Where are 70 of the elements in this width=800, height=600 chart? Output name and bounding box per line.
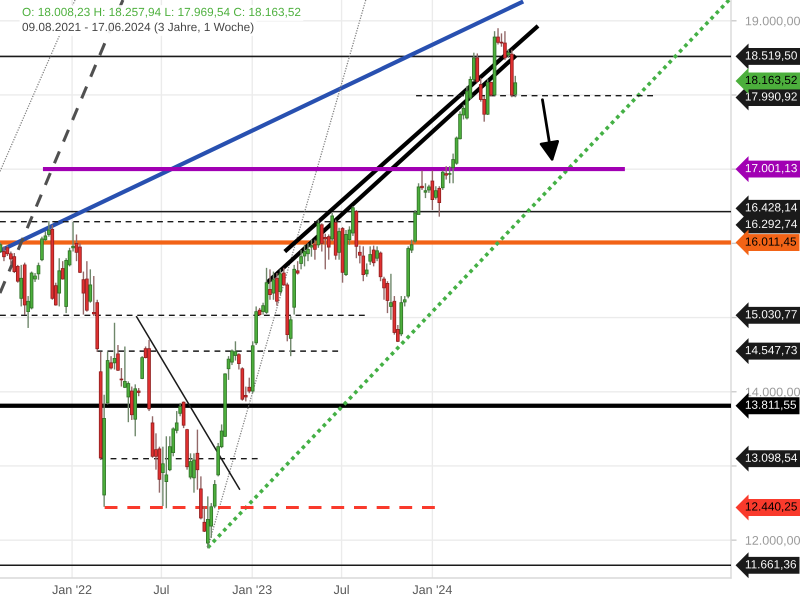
candlestick	[278, 268, 282, 296]
candlestick	[434, 186, 438, 200]
y-tick-label: 19.000,00	[746, 16, 800, 27]
text: O: 18.008,23 H: 18.257,94 L: 17.969,54 C: 18.163,52	[22, 8, 300, 18]
candlestick	[188, 452, 192, 480]
candlestick	[310, 238, 314, 258]
x-tick-label: Jul	[334, 584, 349, 594]
ref-line-label: 16.428,14	[746, 203, 798, 213]
candlestick	[514, 75, 518, 98]
candlestick	[234, 340, 238, 362]
text: 14.547,73	[746, 346, 797, 356]
text: 09.08.2021 - 17.06.2024 (3 Jahre, 1 Woche)	[22, 22, 254, 34]
x-tick-label: Jan '22	[52, 585, 92, 594]
candlestick	[430, 170, 434, 211]
candlestick	[389, 273, 393, 320]
candlestick	[424, 182, 428, 199]
candlestick	[109, 355, 113, 370]
candlestick	[489, 80, 493, 98]
candlestick	[496, 28, 500, 46]
candlestick	[299, 249, 303, 270]
candlestick	[47, 220, 51, 238]
candlestick	[288, 315, 293, 357]
candlestick	[182, 400, 186, 429]
candlestick	[372, 244, 376, 268]
y-tick-label: 14.000,00	[746, 388, 800, 398]
ref-line-label: 13.811,55	[746, 400, 796, 410]
candlestick	[19, 264, 24, 308]
candlestick	[192, 452, 196, 494]
candlestick	[296, 260, 300, 276]
candlestick	[275, 272, 279, 306]
text: 16.292,74	[746, 220, 798, 230]
candlestick	[440, 170, 445, 191]
candlestick	[437, 186, 442, 218]
ref-line-label: 16.011,45	[746, 237, 796, 248]
ref-line-label: 11.661,36	[746, 560, 796, 570]
candlestick	[140, 355, 144, 380]
candlestick	[386, 280, 390, 314]
text: 12.440,25	[746, 502, 797, 512]
candlestick	[36, 262, 40, 280]
candlestick	[375, 246, 379, 262]
x-tick-label: Jan '23	[232, 585, 272, 594]
candlestick	[40, 236, 44, 262]
text: 13.098,54	[746, 453, 798, 464]
candlestick	[268, 268, 272, 300]
text: 17.990,92	[746, 92, 797, 102]
candlestick	[88, 268, 92, 304]
ref-line-label: 18.519,50	[746, 51, 797, 61]
candlestick	[364, 262, 369, 278]
candlestick	[420, 170, 424, 191]
candlestick	[2, 246, 6, 262]
y-tick-label: 12.000,00	[746, 536, 800, 546]
candlestick	[302, 244, 306, 268]
candlestick	[272, 270, 276, 300]
candlestick	[368, 246, 372, 266]
candlestick	[313, 238, 317, 260]
candlestick	[361, 246, 366, 282]
candlestick	[164, 436, 168, 509]
x-tick-label: Jul	[154, 584, 169, 594]
x-tick-label: Jan '24	[412, 585, 452, 594]
text: 15.030,77	[746, 310, 797, 320]
candlestick	[112, 322, 116, 370]
candlestick	[57, 258, 62, 308]
text: 17.001,13	[746, 164, 797, 174]
candlestick	[130, 386, 134, 421]
candlestick	[444, 166, 448, 180]
text: 18.163,52	[746, 76, 797, 86]
candlestick	[60, 260, 64, 280]
candlestick	[503, 30, 507, 61]
candlestick	[330, 212, 334, 242]
candlestick	[316, 218, 320, 249]
